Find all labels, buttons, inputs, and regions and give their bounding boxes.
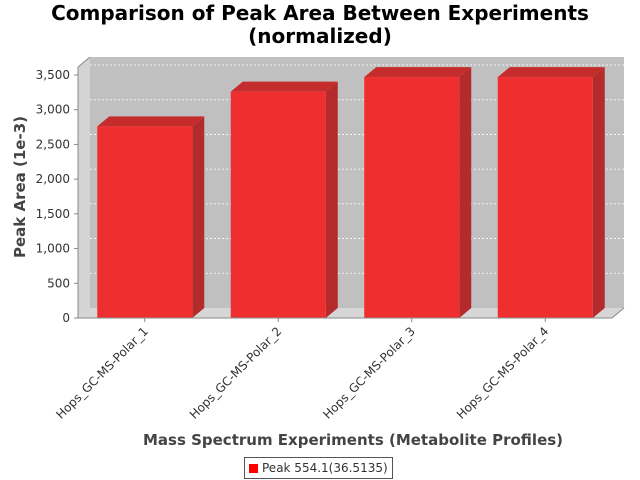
x-tick-label: Hops_GC-MS-Polar_2 <box>187 324 285 422</box>
x-axis-label: Mass Spectrum Experiments (Metabolite Pr… <box>143 431 563 449</box>
y-tick-label: 1,000 <box>36 242 70 256</box>
x-tick-label: Hops_GC-MS-Polar_1 <box>53 324 151 422</box>
x-tick-label: Hops_GC-MS-Polar_3 <box>320 324 418 422</box>
legend: Peak 554.1(36.5135) <box>244 457 393 479</box>
bar-top <box>364 67 472 78</box>
bar-side <box>325 81 338 318</box>
bar <box>497 67 605 318</box>
plot-background <box>78 57 624 318</box>
back-wall <box>90 57 624 308</box>
y-tick-label: 3,000 <box>36 103 70 117</box>
y-tick-label: 2,000 <box>36 172 70 186</box>
y-tick-label: 1,500 <box>36 207 70 221</box>
y-tick-label: 0 <box>62 311 70 325</box>
axes <box>77 56 625 319</box>
y-axis-top-edge <box>77 56 91 68</box>
bar-side <box>592 67 605 318</box>
bar <box>230 81 338 318</box>
bar-front <box>230 91 326 318</box>
y-tick-label: 500 <box>47 276 70 290</box>
legend-swatch <box>249 463 258 473</box>
y-tick-labels: 0 500 1,000 1,500 2,000 2,500 3,000 3,500 <box>36 68 78 325</box>
bar-top <box>230 81 338 92</box>
bar-top <box>497 67 605 78</box>
y-axis-label: Peak Area (1e-3) <box>11 116 29 258</box>
bar-side <box>459 67 472 318</box>
chart-title-line-2: (normalized) <box>248 24 392 48</box>
bar-top <box>97 116 205 127</box>
chart-title-line-1: Comparison of Peak Area Between Experime… <box>51 1 589 25</box>
bars <box>97 67 605 319</box>
bar-front <box>364 77 460 318</box>
x-tick-labels: Hops_GC-MS-Polar_1 Hops_GC-MS-Polar_2 Hops… <box>53 318 551 422</box>
legend-label: Peak 554.1(36.5135) <box>262 461 388 475</box>
bar <box>97 116 205 319</box>
side-wall <box>78 57 90 318</box>
bar-side <box>192 116 205 319</box>
chart-title: Comparison of Peak Area Between Experime… <box>0 2 640 48</box>
bar <box>364 67 472 318</box>
x-tick-label: Hops_GC-MS-Polar_4 <box>454 324 552 422</box>
y-tick-label: 3,500 <box>36 68 70 82</box>
y-tick-label: 2,500 <box>36 137 70 151</box>
bar-front <box>97 126 193 319</box>
floor <box>78 308 624 318</box>
bar-front <box>497 77 593 318</box>
x-axis-right-edge <box>611 307 625 319</box>
